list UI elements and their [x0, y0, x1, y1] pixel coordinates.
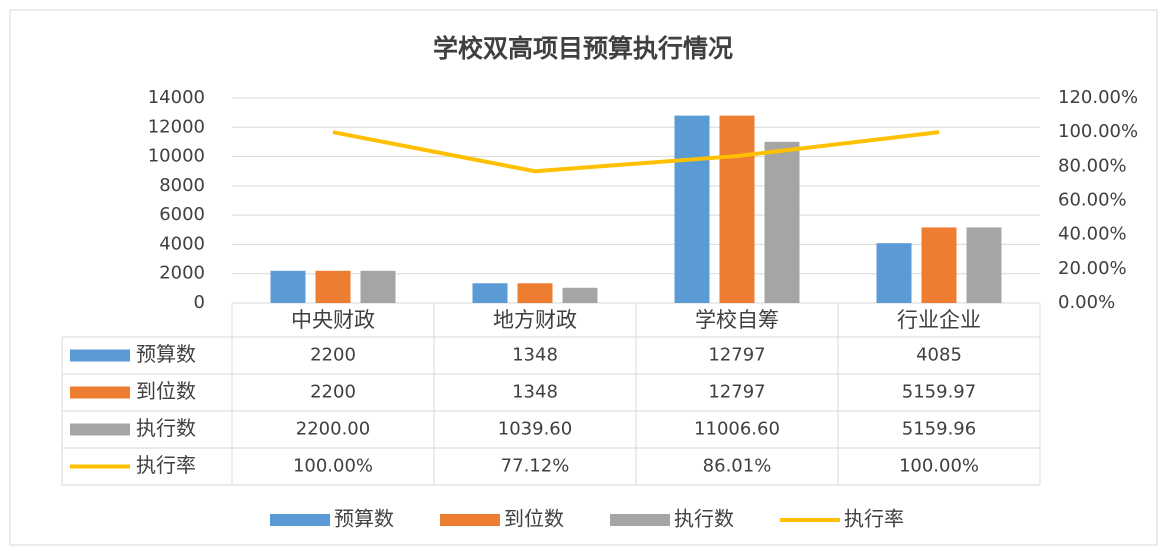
bar [270, 270, 306, 303]
legend-key [70, 349, 130, 362]
x-tick-label: 中央财政 [291, 308, 375, 332]
table-cell: 5159.96 [902, 419, 976, 440]
bar [562, 287, 598, 303]
x-tick-label: 地方财政 [493, 308, 577, 332]
y-tick-label: 12000 [148, 116, 205, 137]
bar [472, 283, 508, 303]
bar [876, 243, 912, 303]
table-cell: 1348 [512, 345, 558, 366]
table-row-label: 执行率 [136, 453, 196, 477]
bar [315, 270, 351, 303]
y2-tick-label: 60.00% [1058, 190, 1127, 211]
bar [966, 227, 1002, 303]
legend-label: 到位数 [504, 507, 564, 531]
bar [719, 115, 755, 303]
legend-key [610, 514, 670, 526]
y-tick-label: 0 [194, 292, 205, 313]
table-cell: 1039.60 [498, 419, 572, 440]
legend-label: 预算数 [334, 507, 394, 531]
y2-tick-label: 0.00% [1058, 292, 1115, 313]
y-tick-label: 6000 [159, 204, 205, 225]
table-cell: 77.12% [501, 456, 570, 477]
table-row-label: 执行数 [136, 416, 196, 440]
legend-key [70, 386, 130, 399]
legend-key [440, 514, 500, 526]
table-cell: 100.00% [293, 456, 373, 477]
y2-tick-label: 120.00% [1058, 87, 1138, 108]
y2-tick-label: 20.00% [1058, 258, 1127, 279]
legend-label: 执行数 [674, 507, 734, 531]
y-tick-label: 8000 [159, 175, 205, 196]
table-cell: 86.01% [703, 456, 772, 477]
legend-label: 执行率 [844, 507, 904, 531]
y2-tick-label: 40.00% [1058, 224, 1127, 245]
x-tick-label: 行业企业 [897, 308, 981, 332]
y-tick-label: 14000 [148, 87, 205, 108]
table-cell: 2200.00 [296, 419, 370, 440]
bar [764, 141, 800, 303]
table-cell: 5159.97 [902, 382, 976, 403]
table-cell: 2200 [310, 382, 356, 403]
table-cell: 2200 [310, 345, 356, 366]
table-row-label: 到位数 [136, 379, 196, 403]
table-cell: 1348 [512, 382, 558, 403]
x-tick-label: 学校自筹 [695, 308, 779, 332]
bar [674, 115, 710, 303]
table-row-label: 预算数 [136, 342, 196, 366]
y-tick-label: 4000 [159, 233, 205, 254]
legend-key [70, 423, 130, 436]
y2-tick-label: 100.00% [1058, 121, 1138, 142]
chart-title: 学校双高项目预算执行情况 [433, 34, 733, 63]
bar [360, 270, 396, 303]
y-tick-label: 10000 [148, 146, 205, 167]
bar [921, 227, 957, 303]
table-cell: 11006.60 [694, 419, 780, 440]
bar [517, 283, 553, 303]
table-cell: 4085 [916, 345, 962, 366]
table-cell: 12797 [708, 382, 765, 403]
y2-tick-label: 80.00% [1058, 155, 1127, 176]
table-cell: 12797 [708, 345, 765, 366]
y-tick-label: 2000 [159, 263, 205, 284]
table-cell: 100.00% [899, 456, 979, 477]
line [332, 130, 940, 174]
chart-frame [9, 9, 1158, 546]
legend-key [270, 514, 330, 526]
